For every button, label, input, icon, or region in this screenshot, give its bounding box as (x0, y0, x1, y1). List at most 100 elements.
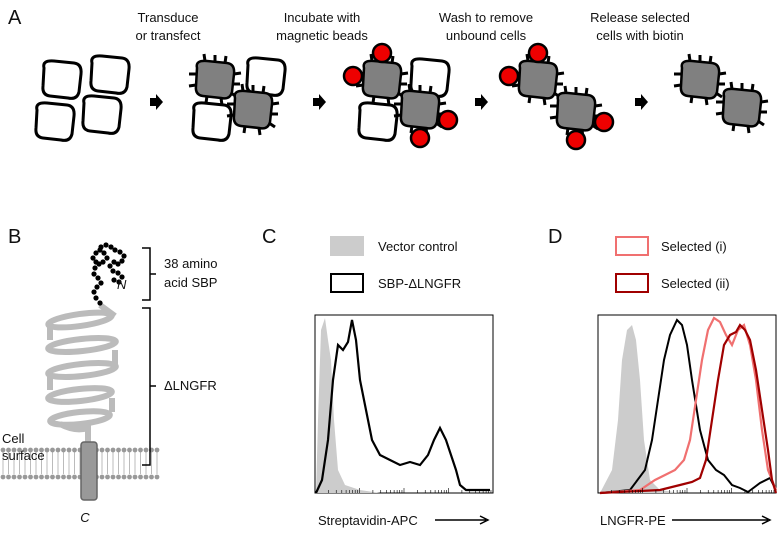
panel-label: D (548, 226, 562, 248)
amino-acid (101, 250, 107, 256)
amino-acid (112, 247, 118, 253)
lipid-head (50, 447, 55, 453)
amino-acid (92, 265, 98, 271)
lipid-head (105, 474, 110, 480)
step-label: cells with biotin (596, 28, 683, 43)
axis-arrow (672, 515, 772, 525)
lipid-head (33, 447, 39, 453)
protein (45, 302, 119, 445)
lipid-head (39, 447, 44, 453)
amino-acid (116, 279, 122, 285)
legend-label: SBP-ΔLNGFR (378, 276, 461, 291)
step-label: Incubate with (284, 10, 361, 25)
amino-acid (104, 255, 110, 261)
amino-acid (91, 289, 97, 295)
lipid-head (121, 447, 127, 453)
histogram (599, 323, 778, 495)
legend-label: Selected (i) (661, 239, 727, 254)
amino-acid (111, 277, 117, 283)
lipid-head (28, 447, 33, 453)
amino-acid (119, 274, 125, 280)
transmembrane (80, 441, 98, 501)
amino-acid (103, 242, 109, 248)
amino-acid (95, 275, 101, 281)
lipid-head (72, 447, 77, 453)
lipid-head (55, 447, 61, 453)
amino-acid (108, 244, 114, 250)
lipid-head (22, 447, 28, 453)
amino-acid (115, 261, 121, 267)
lipid-head (154, 474, 160, 480)
lipid-head (17, 474, 22, 480)
lngfr-label: ΔLNGFR (164, 378, 217, 393)
amino-acid (93, 259, 99, 265)
lipid-head (116, 447, 121, 453)
amino-acid (111, 259, 117, 265)
legend-swatch (330, 236, 364, 256)
lipid-head (6, 447, 11, 453)
legend-swatch (615, 273, 649, 293)
panel-label: B (8, 226, 21, 248)
lipid-head (33, 474, 39, 480)
amino-acid (93, 295, 99, 301)
sbp-label: acid SBP (164, 275, 217, 290)
lipid-head (44, 474, 50, 480)
lipid-head (143, 474, 149, 480)
amino-acid (100, 259, 106, 265)
lipid-head (121, 474, 127, 480)
panel-label: A (8, 7, 22, 29)
legend-label: Vector control (378, 239, 458, 254)
x-axis-label: LNGFR-PE (600, 513, 666, 528)
axis-arrow (435, 515, 490, 525)
lipid-head (66, 474, 72, 480)
amino-acid (107, 263, 113, 269)
lipid-head (72, 474, 77, 480)
lipid-head (0, 474, 6, 480)
cell-surface: surface (2, 448, 45, 463)
lipid-head (110, 474, 116, 480)
histogram (599, 316, 778, 495)
sbp-chain (90, 242, 127, 306)
step-label: Transduce (138, 10, 199, 25)
lipid-head (149, 474, 154, 480)
lipid-head (28, 474, 33, 480)
lipid-head (132, 447, 138, 453)
lipid-head (39, 474, 44, 480)
lipid-head (66, 447, 72, 453)
lipid-head (17, 447, 22, 453)
amino-acid (93, 250, 99, 256)
lipid-head (61, 474, 66, 480)
step-label: unbound cells (446, 28, 527, 43)
lipid-head (22, 474, 28, 480)
cell-surface: Cell (2, 431, 25, 446)
lipid-head (138, 474, 143, 480)
bracket (142, 307, 156, 466)
lipid-head (44, 447, 50, 453)
lipid-head (0, 447, 6, 453)
amino-acid (98, 244, 104, 250)
lipid-head (110, 447, 116, 453)
amino-acid (110, 268, 116, 274)
axis-ticks (314, 488, 775, 493)
histogram (315, 319, 490, 494)
amino-acid (90, 255, 96, 261)
step-label: Wash to remove (439, 10, 533, 25)
amino-acid (119, 258, 125, 264)
lipid-head (143, 447, 149, 453)
lipid-head (154, 447, 160, 453)
lipid-head (116, 474, 121, 480)
amino-acid (117, 249, 123, 255)
amino-acid (97, 300, 103, 306)
lipid-head (11, 474, 17, 480)
cells (36, 42, 768, 151)
legend-swatch (330, 273, 364, 293)
plot-frame (314, 314, 494, 494)
step-label: Release selected (590, 10, 690, 25)
lipid-head (50, 474, 55, 480)
lipid-head (127, 447, 132, 453)
amino-acid (98, 280, 104, 286)
legend-swatch (615, 236, 649, 256)
lipid-head (11, 447, 17, 453)
lipid-head (99, 447, 105, 453)
